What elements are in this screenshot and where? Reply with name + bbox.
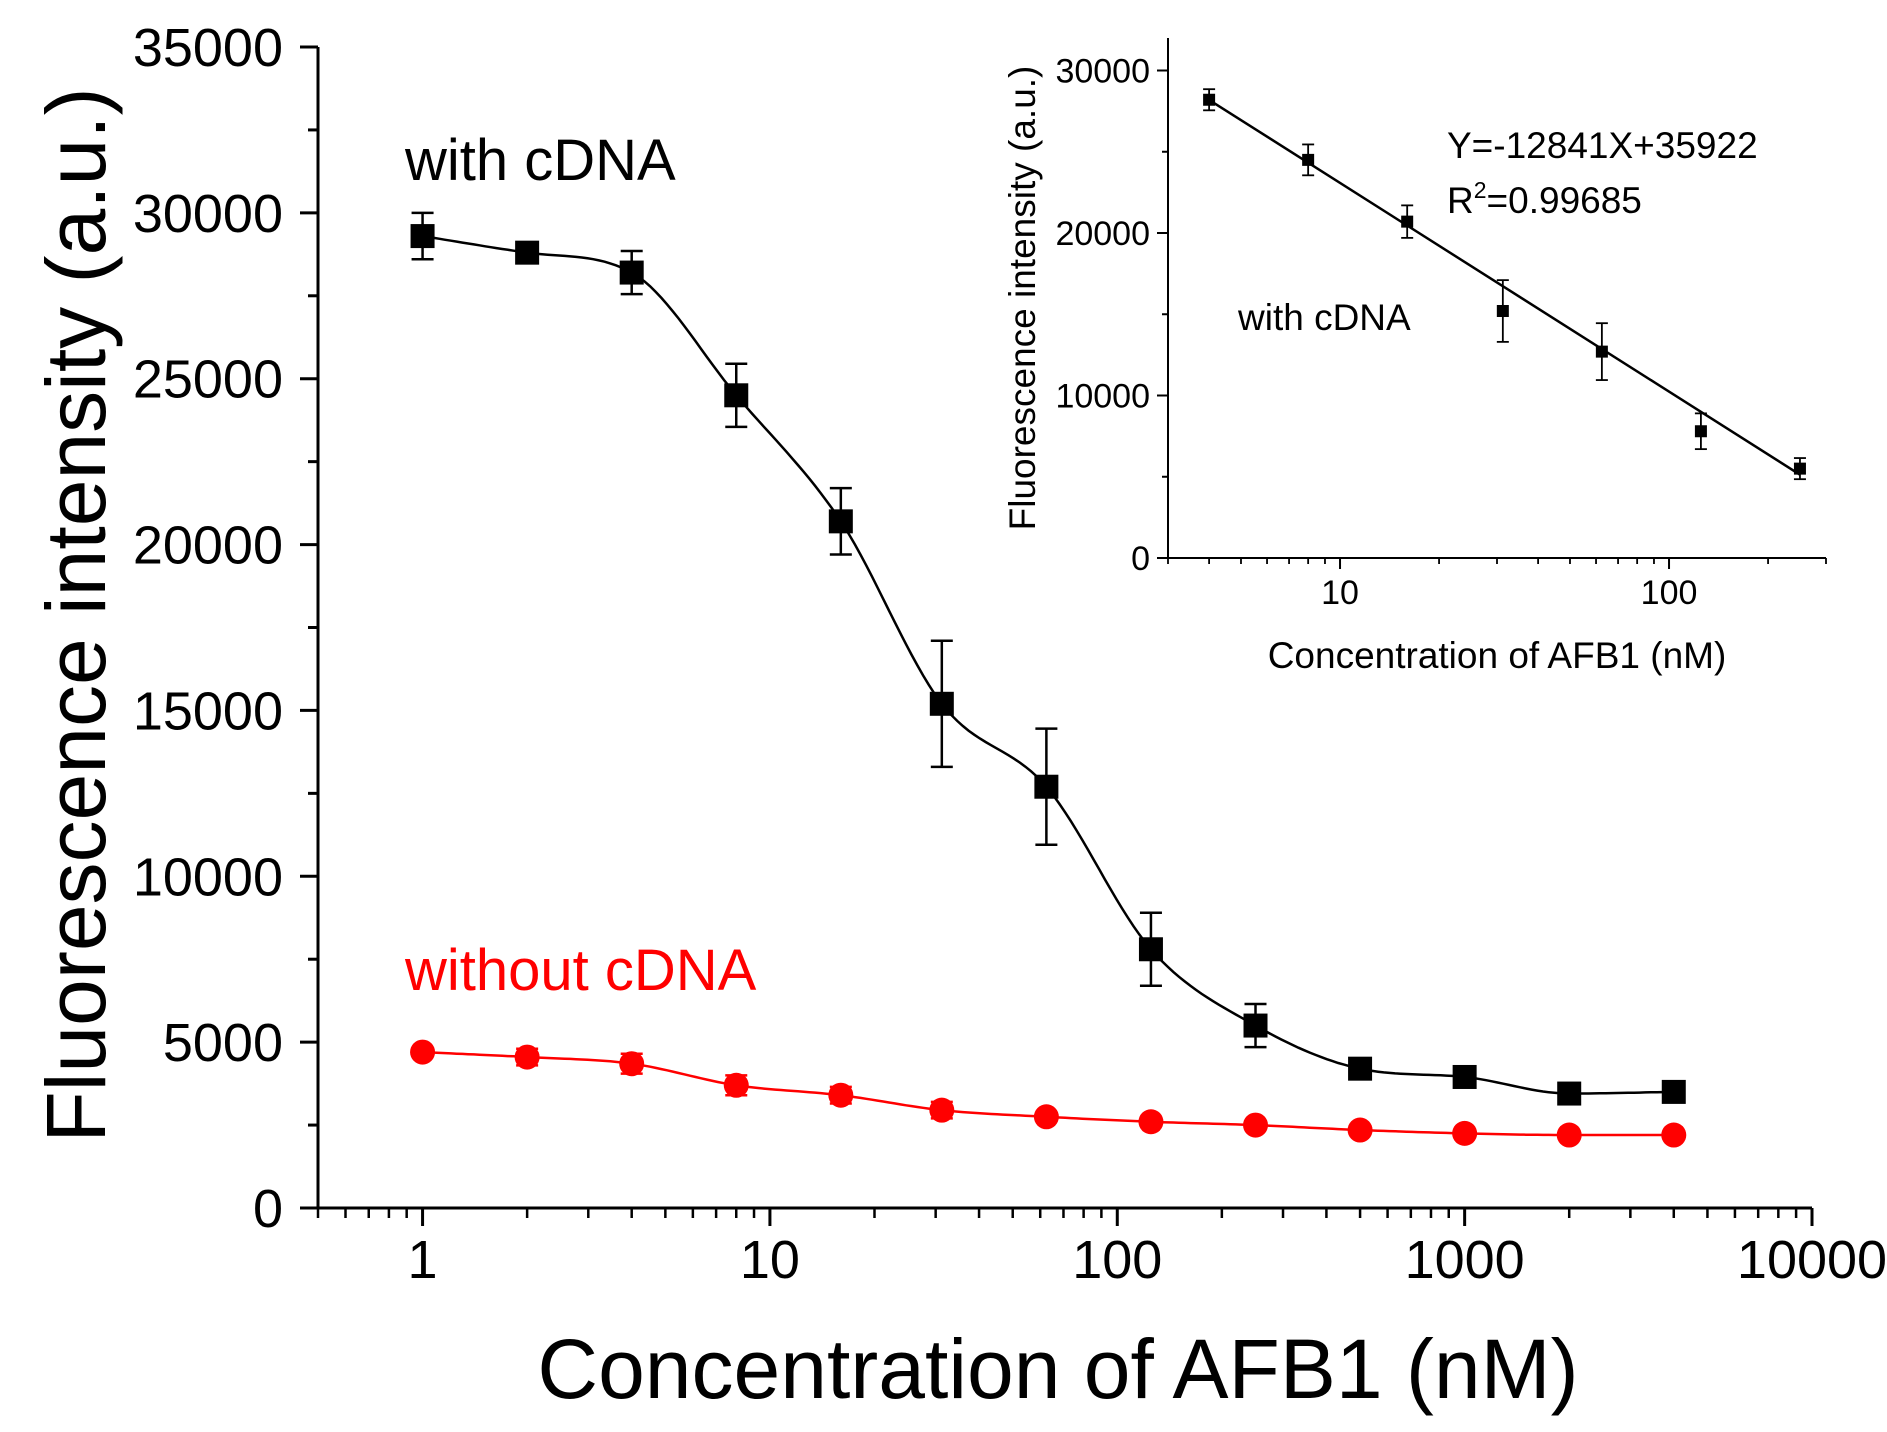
main-x-tick-label: 10: [740, 1230, 800, 1290]
data-point-without-cdna: [514, 1044, 540, 1070]
data-point-with-cdna: [1243, 1013, 1268, 1038]
data-point-with-cdna: [1452, 1064, 1477, 1089]
inset-y-axis-title: Fluorescence intensity (a.u.): [1002, 66, 1043, 531]
inset-data-point: [1401, 215, 1414, 228]
main-y-tick-label: 10000: [133, 847, 283, 907]
data-point-with-cdna: [1661, 1079, 1686, 1104]
main-y-tick-label: 35000: [133, 18, 283, 78]
inset-x-tick-label: 100: [1641, 574, 1698, 612]
label-without-cdna: without cDNA: [404, 938, 757, 1003]
data-point-with-cdna: [1034, 774, 1059, 799]
inset-data-point: [1496, 305, 1509, 317]
inset-data-point: [1793, 462, 1806, 475]
main-data-points: [410, 224, 1687, 1148]
inset-y-ticks: 0 10000 20000 30000: [1055, 53, 1168, 578]
inset-data-point: [1203, 93, 1216, 106]
data-point-without-cdna: [1556, 1122, 1582, 1148]
main-y-tick-label: 0: [253, 1179, 283, 1239]
data-point-without-cdna: [828, 1082, 854, 1108]
main-x-tick-label: 10000: [1737, 1230, 1887, 1290]
data-point-with-cdna: [1348, 1056, 1373, 1081]
data-point-with-cdna: [410, 224, 435, 249]
main-x-ticks: 1 10 100 1000 10000: [316, 1208, 1887, 1290]
inset-data-point: [1302, 153, 1315, 166]
inset-x-axis-title: Concentration of AFB1 (nM): [1268, 635, 1727, 676]
main-y-ticks: 0 5000 10000 15000 20000 25000 30000 35000: [133, 18, 318, 1239]
inset-x-ticks: 10 100: [1167, 558, 1827, 612]
inset-r-squared-superscript: 2: [1474, 177, 1487, 203]
inset-y-tick-label: 20000: [1055, 215, 1150, 253]
inset-data-points: [1203, 93, 1806, 475]
inset-data-point: [1694, 425, 1707, 438]
data-point-without-cdna: [619, 1051, 645, 1077]
main-y-tick-label: 25000: [133, 350, 283, 410]
inset-y-tick-label: 30000: [1055, 53, 1150, 91]
data-point-with-cdna: [929, 691, 954, 716]
inset-y-tick-label: 0: [1131, 540, 1150, 578]
data-point-without-cdna: [929, 1097, 955, 1123]
inset-label-with-cdna: with cDNA: [1237, 297, 1411, 338]
inset-x-tick-label: 10: [1321, 574, 1359, 612]
data-point-without-cdna: [1033, 1104, 1059, 1130]
main-x-tick-label: 1: [408, 1230, 438, 1290]
data-point-with-cdna: [724, 383, 749, 408]
inset-equation: Y=-12841X+35922: [1447, 125, 1758, 166]
data-point-with-cdna: [515, 240, 540, 265]
data-point-without-cdna: [1347, 1117, 1373, 1143]
main-y-axis-title: Fluorescence intensity (a.u.): [29, 87, 123, 1142]
data-point-without-cdna: [1138, 1109, 1164, 1135]
main-x-tick-label: 1000: [1405, 1230, 1525, 1290]
inset-data-point: [1595, 345, 1608, 358]
inset-y-tick-label: 10000: [1055, 378, 1150, 416]
main-x-tick-label: 100: [1072, 1230, 1162, 1290]
main-y-tick-label: 20000: [133, 516, 283, 576]
data-point-with-cdna: [619, 260, 644, 285]
data-point-without-cdna: [723, 1072, 749, 1098]
data-point-with-cdna: [828, 509, 853, 534]
data-point-without-cdna: [1243, 1112, 1269, 1138]
inset-r-squared: R2=0.99685: [1447, 177, 1642, 221]
main-x-axis-title: Concentration of AFB1 (nM): [537, 1322, 1578, 1416]
main-y-tick-label: 30000: [133, 184, 283, 244]
main-y-tick-label: 15000: [133, 681, 283, 741]
data-point-with-cdna: [1138, 937, 1163, 962]
data-point-without-cdna: [1661, 1122, 1687, 1148]
main-y-tick-label: 5000: [163, 1013, 283, 1073]
label-with-cdna: with cDNA: [404, 128, 676, 193]
data-point-without-cdna: [1452, 1120, 1478, 1146]
data-point-without-cdna: [410, 1039, 436, 1065]
data-point-with-cdna: [1557, 1081, 1582, 1106]
